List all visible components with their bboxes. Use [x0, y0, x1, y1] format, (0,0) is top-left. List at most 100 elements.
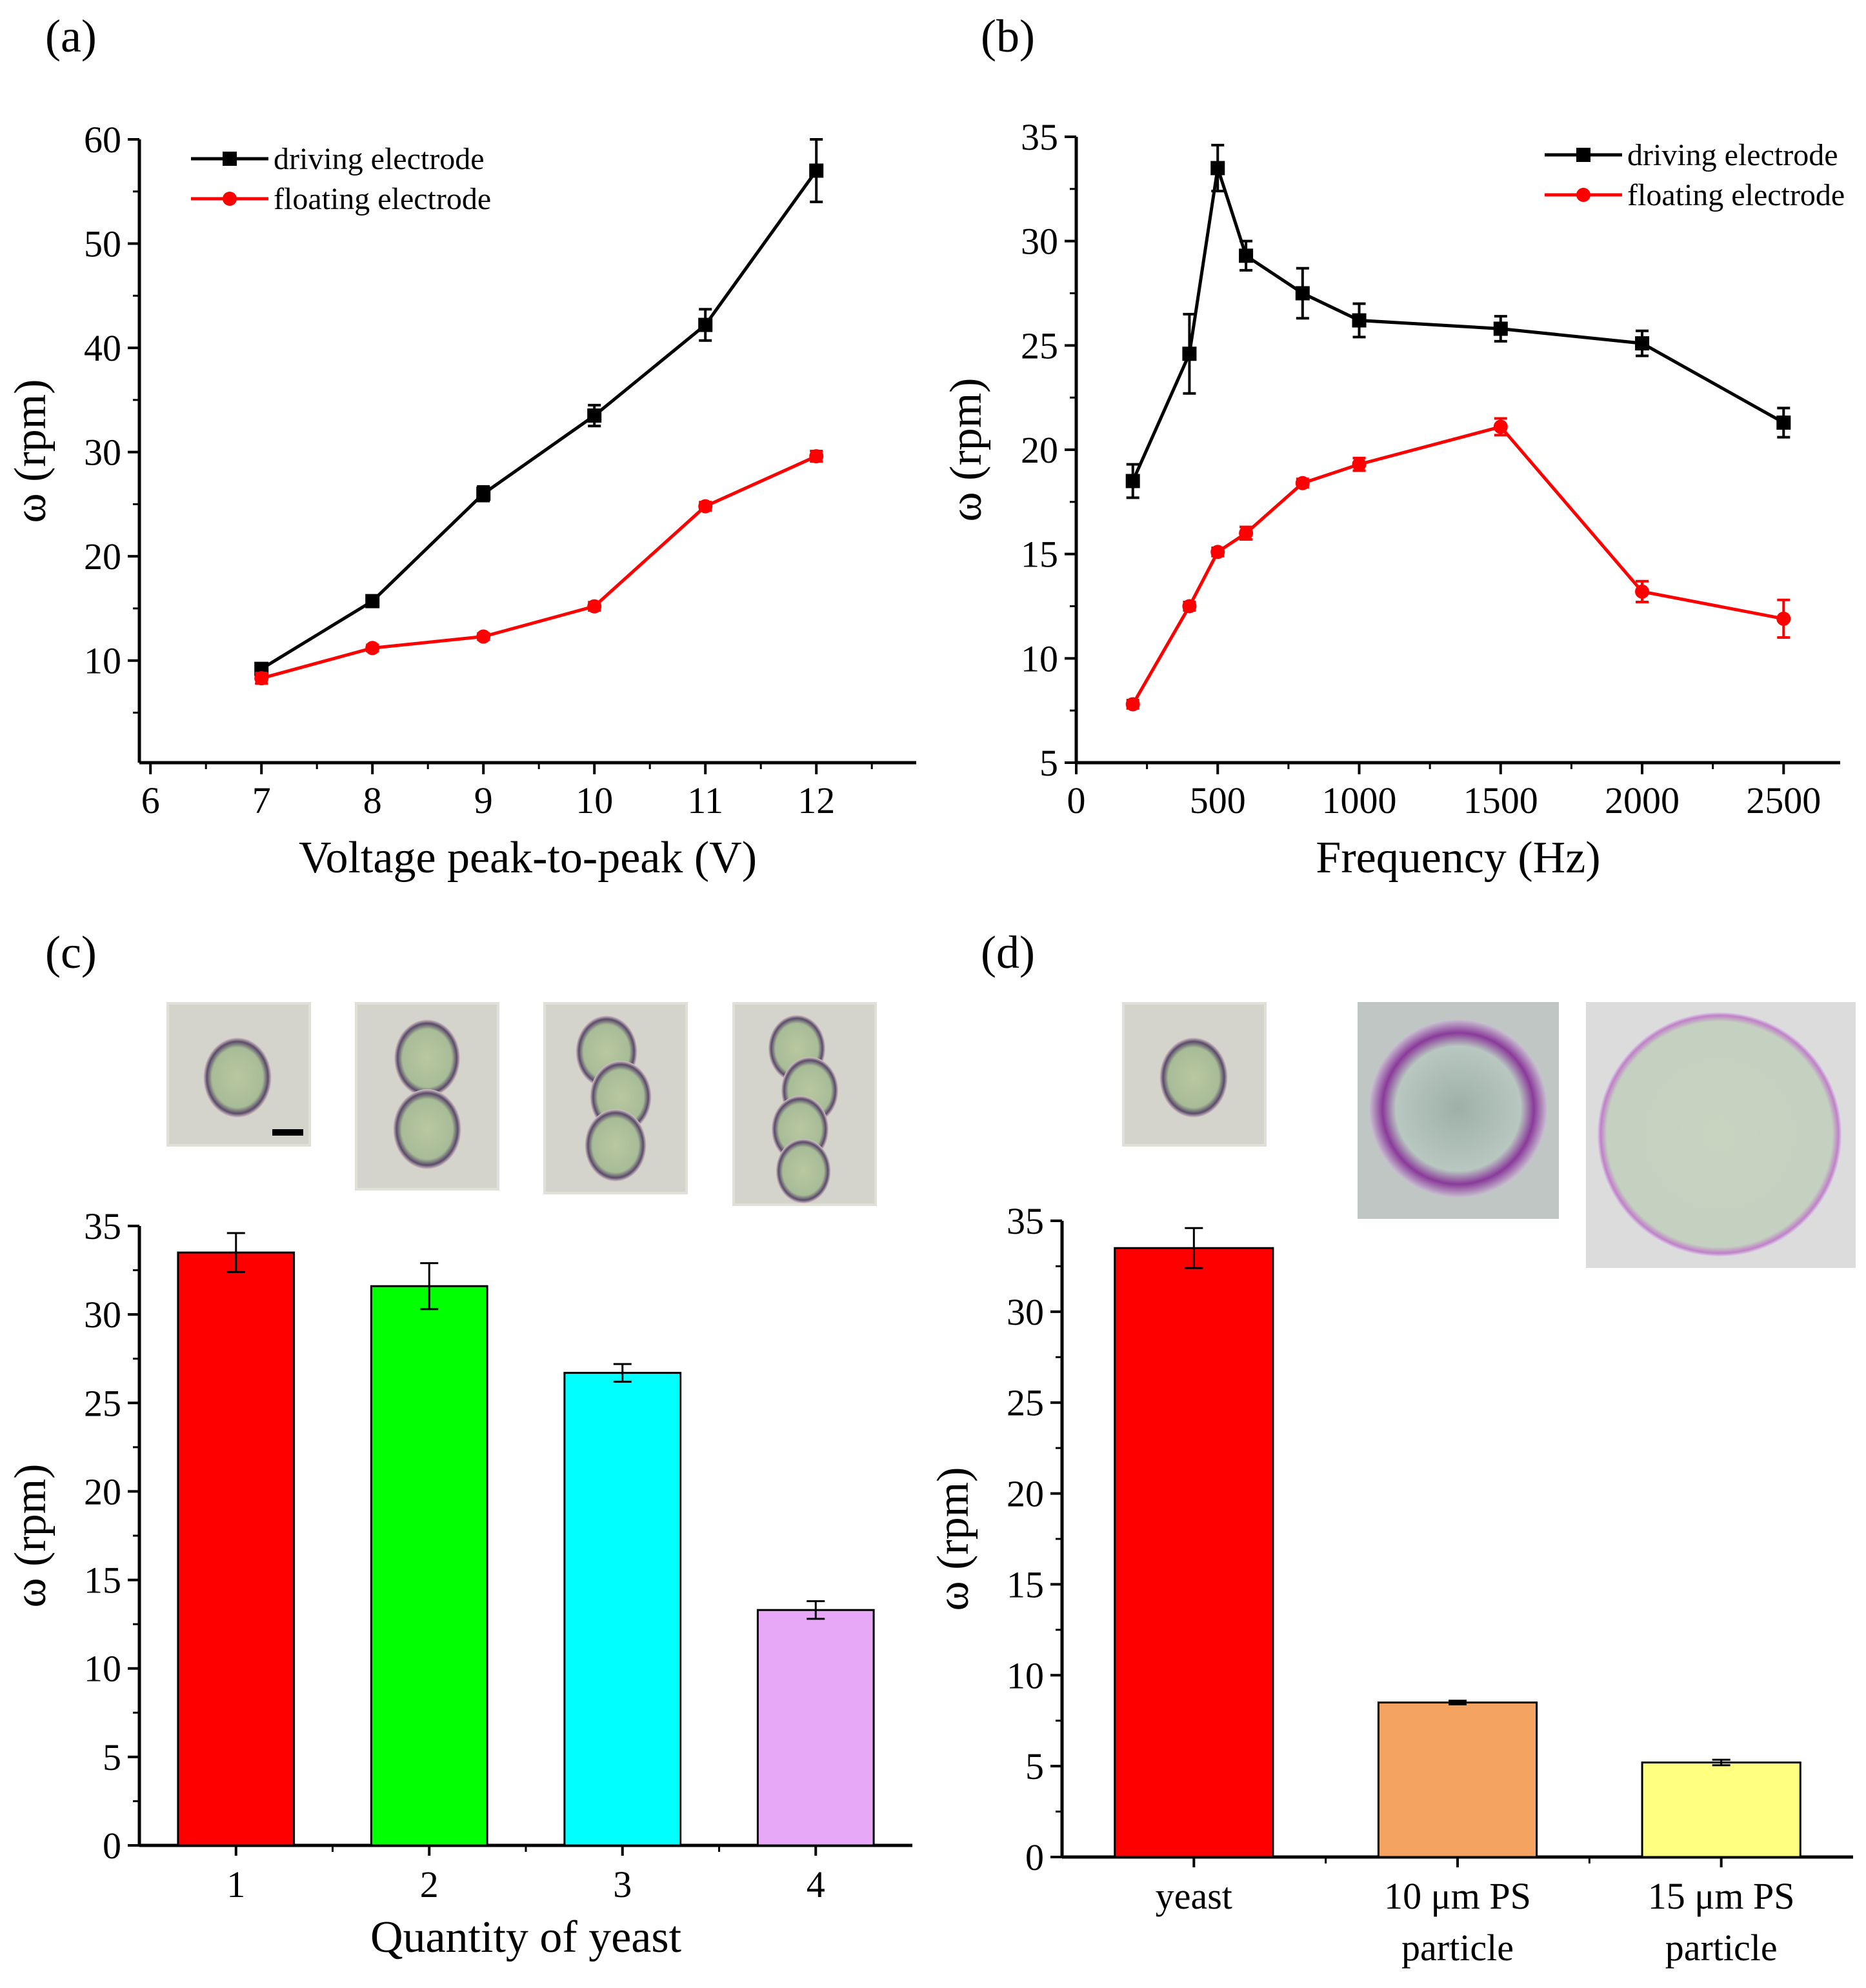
legend-marker [1576, 148, 1590, 162]
data-point [476, 487, 491, 501]
x-tick-label: 7 [252, 779, 271, 821]
legend-marker [223, 152, 237, 166]
x-tick-label: 3 [613, 1863, 632, 1905]
data-point [1295, 476, 1310, 490]
x-tick-label: 500 [1190, 779, 1246, 821]
y-tick-label: 15 [84, 1560, 121, 1601]
y-tick-label: 35 [84, 1205, 121, 1247]
y-tick-label: 5 [103, 1736, 121, 1778]
x-tick-label: 2500 [1746, 779, 1821, 821]
y-axis-title: ω (rpm) [6, 379, 55, 523]
y-tick-label: 30 [1007, 1291, 1044, 1333]
bar [177, 1251, 296, 1847]
yeast-cell [394, 1019, 460, 1097]
x-tick-label: 12 [798, 779, 835, 821]
bar [1377, 1702, 1538, 1858]
y-tick-label: 10 [84, 640, 121, 682]
data-point [1493, 419, 1508, 434]
x-tick-label: 8 [363, 779, 382, 821]
y-tick-label: 25 [1007, 1382, 1044, 1424]
y-tick-label: 10 [1007, 1654, 1044, 1696]
x-tick-label: 11 [687, 779, 723, 821]
y-tick-label: 20 [84, 1471, 121, 1512]
data-point [1295, 286, 1310, 301]
legend-marker [223, 192, 237, 206]
legend-marker [1576, 188, 1590, 202]
x-axis-title: Voltage peak-to-peak (V) [299, 833, 757, 883]
data-point [1352, 457, 1367, 472]
data-point [1635, 584, 1650, 599]
data-point [1210, 161, 1225, 176]
data-point [1493, 321, 1508, 336]
data-point [809, 449, 824, 464]
panel-label-a: (a) [45, 10, 97, 62]
x-tick-label: 1 [226, 1863, 245, 1905]
bar [370, 1285, 488, 1847]
data-point [1776, 415, 1791, 430]
legend-label: floating electrode [1627, 178, 1845, 212]
x-tick-label: particle [1665, 1927, 1778, 1969]
yeast-cell [776, 1139, 831, 1203]
yeast-cell [203, 1038, 272, 1118]
data-point [809, 163, 824, 178]
bar [563, 1372, 682, 1847]
y-axis-title: ω (rpm) [928, 1467, 978, 1611]
x-tick-label: 1000 [1322, 779, 1397, 821]
y-tick-label: 10 [84, 1648, 121, 1690]
panel-label-d: (d) [981, 927, 1035, 978]
y-tick-label: 20 [1021, 429, 1058, 471]
x-tick-label: 10 μm PS [1384, 1875, 1531, 1917]
ps-particle-10um [1369, 1019, 1547, 1198]
bar [1114, 1247, 1274, 1858]
data-point [1239, 248, 1254, 263]
data-point [587, 408, 602, 423]
y-tick-label: 60 [84, 119, 121, 161]
x-tick-label: 15 μm PS [1648, 1875, 1795, 1917]
y-tick-label: 35 [1021, 116, 1058, 158]
series-line-1 [261, 454, 818, 680]
bar [756, 1609, 875, 1847]
data-point [698, 499, 713, 514]
y-tick-label: 40 [84, 327, 121, 369]
y-tick-label: 0 [103, 1825, 121, 1867]
bar [1641, 1762, 1801, 1858]
data-point [1239, 526, 1254, 541]
yeast-cell [393, 1089, 461, 1169]
data-point [1125, 474, 1140, 488]
x-tick-label: 1500 [1463, 779, 1538, 821]
legend-label: driving electrode [1627, 138, 1838, 172]
y-tick-label: 35 [1007, 1200, 1044, 1242]
y-tick-label: 20 [84, 536, 121, 577]
legend-label: floating electrode [274, 182, 491, 216]
series-line-1 [1131, 425, 1784, 705]
x-tick-label: particle [1401, 1927, 1514, 1969]
x-axis-title: Frequency (Hz) [1316, 833, 1600, 883]
data-point [587, 599, 602, 614]
legend-label: driving electrode [274, 142, 485, 176]
yeast-cell [585, 1109, 647, 1181]
scale-bar [272, 1129, 303, 1136]
y-tick-label: 25 [1021, 325, 1058, 366]
data-point [1352, 313, 1367, 328]
y-tick-label: 10 [1021, 638, 1058, 679]
data-point [1182, 599, 1197, 614]
x-tick-label: yeast [1156, 1875, 1232, 1917]
x-tick-label: 6 [141, 779, 160, 821]
y-tick-label: 5 [1025, 1745, 1044, 1787]
y-tick-label: 15 [1021, 534, 1058, 576]
x-tick-label: 9 [474, 779, 493, 821]
x-tick-label: 2 [420, 1863, 439, 1905]
x-axis-title: Quantity of yeast [370, 1913, 682, 1962]
series-line-0 [1131, 167, 1785, 482]
series-line-0 [260, 170, 818, 670]
data-point [365, 594, 380, 608]
panel-label-b: (b) [981, 10, 1035, 62]
y-tick-label: 15 [1007, 1563, 1044, 1605]
y-tick-label: 50 [84, 223, 121, 265]
data-point [1182, 346, 1197, 361]
data-point [476, 629, 491, 644]
y-tick-label: 20 [1007, 1473, 1044, 1515]
y-axis-title: ω (rpm) [941, 378, 991, 522]
data-point [1635, 336, 1650, 351]
x-tick-label: 2000 [1605, 779, 1680, 821]
